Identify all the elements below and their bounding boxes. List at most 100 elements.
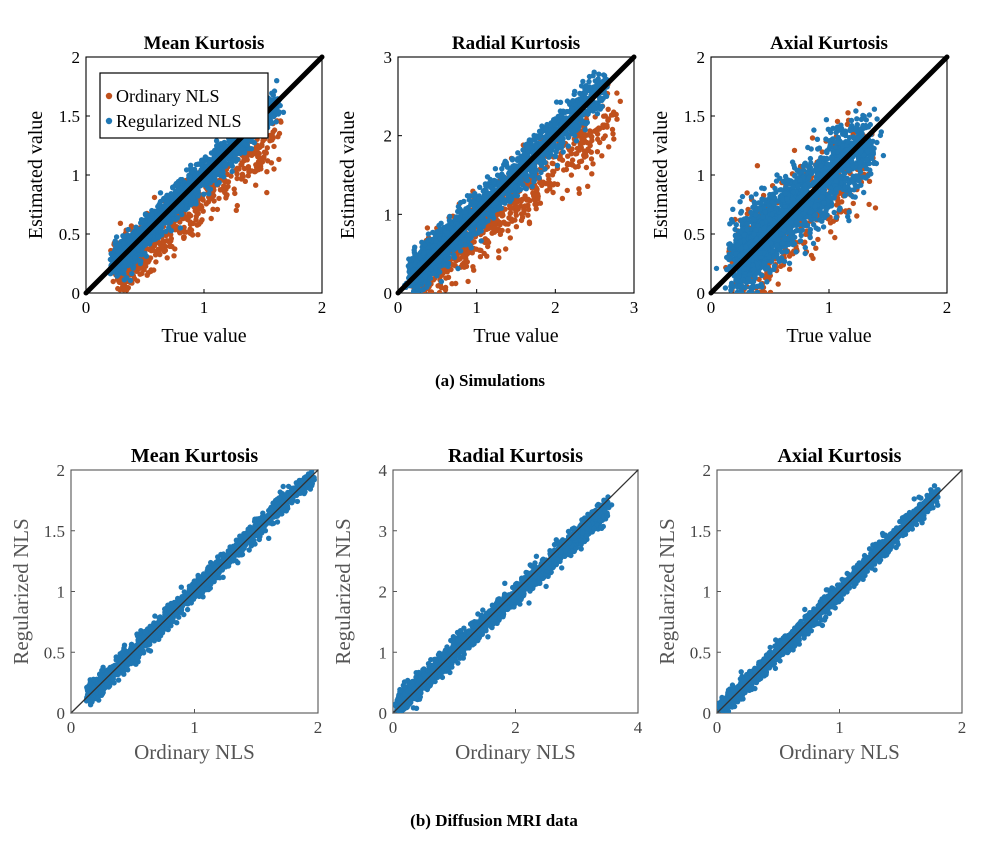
point	[775, 281, 781, 287]
point	[485, 218, 491, 224]
point	[856, 100, 862, 107]
point	[264, 145, 270, 151]
point	[149, 211, 155, 217]
point	[464, 250, 471, 257]
point	[193, 213, 199, 220]
point	[461, 209, 468, 215]
identity-line	[395, 54, 637, 296]
point	[188, 162, 194, 168]
point	[249, 138, 255, 145]
point	[125, 226, 131, 233]
point	[457, 199, 464, 206]
point	[164, 219, 171, 225]
point	[455, 265, 461, 272]
point	[437, 240, 443, 246]
point	[246, 151, 253, 157]
point	[605, 116, 612, 122]
point	[601, 72, 607, 78]
point	[157, 190, 164, 196]
point	[525, 212, 531, 218]
point	[588, 156, 595, 162]
point	[866, 178, 873, 184]
point	[438, 220, 444, 226]
point	[506, 215, 512, 221]
point	[188, 169, 195, 175]
point	[269, 120, 275, 126]
point	[813, 245, 819, 251]
point	[866, 201, 872, 208]
point	[172, 246, 178, 252]
point	[524, 197, 530, 203]
point	[425, 231, 432, 237]
point	[606, 144, 612, 150]
point	[485, 211, 491, 218]
point	[478, 238, 484, 244]
point	[531, 192, 538, 198]
point	[509, 157, 516, 163]
point	[137, 271, 143, 277]
point	[258, 160, 264, 166]
point	[234, 165, 240, 171]
point	[136, 228, 142, 234]
point	[520, 182, 526, 188]
point	[502, 158, 508, 164]
point	[545, 172, 551, 178]
point	[580, 78, 586, 85]
point	[522, 203, 528, 209]
point	[178, 203, 185, 209]
point	[529, 137, 535, 143]
point	[537, 200, 544, 206]
point	[570, 98, 576, 104]
point	[430, 270, 437, 277]
point	[271, 143, 277, 150]
point	[270, 92, 276, 98]
point	[262, 149, 269, 155]
point	[524, 177, 531, 184]
point	[767, 289, 774, 293]
point	[524, 144, 531, 150]
point	[600, 135, 607, 142]
point	[489, 225, 495, 231]
point	[485, 190, 491, 197]
point	[270, 129, 276, 135]
point	[455, 222, 461, 229]
point	[489, 212, 496, 218]
point	[174, 209, 180, 215]
point	[480, 223, 486, 229]
x-tick-label: 2	[318, 298, 327, 317]
point	[463, 263, 470, 270]
point	[518, 198, 524, 205]
point	[533, 206, 539, 212]
point	[576, 159, 583, 165]
point	[214, 206, 221, 213]
point	[471, 239, 477, 245]
point	[483, 183, 489, 189]
point	[438, 278, 445, 285]
point	[586, 78, 592, 85]
point	[459, 254, 466, 260]
point	[507, 210, 513, 217]
point	[572, 132, 578, 139]
y-tick-label: 3	[384, 48, 393, 67]
point	[234, 175, 240, 182]
x-tick-label: 1	[200, 298, 209, 317]
point	[533, 167, 539, 173]
point	[538, 169, 544, 176]
point	[159, 245, 165, 251]
point	[267, 138, 273, 144]
point	[529, 173, 535, 179]
point	[515, 156, 521, 162]
point	[437, 269, 443, 275]
point	[601, 90, 608, 97]
point	[605, 106, 611, 113]
point	[539, 182, 545, 188]
point	[815, 236, 821, 243]
point	[553, 149, 559, 155]
point	[563, 166, 570, 173]
point	[202, 154, 209, 160]
point	[270, 113, 276, 119]
point	[156, 249, 162, 255]
point	[203, 201, 209, 207]
